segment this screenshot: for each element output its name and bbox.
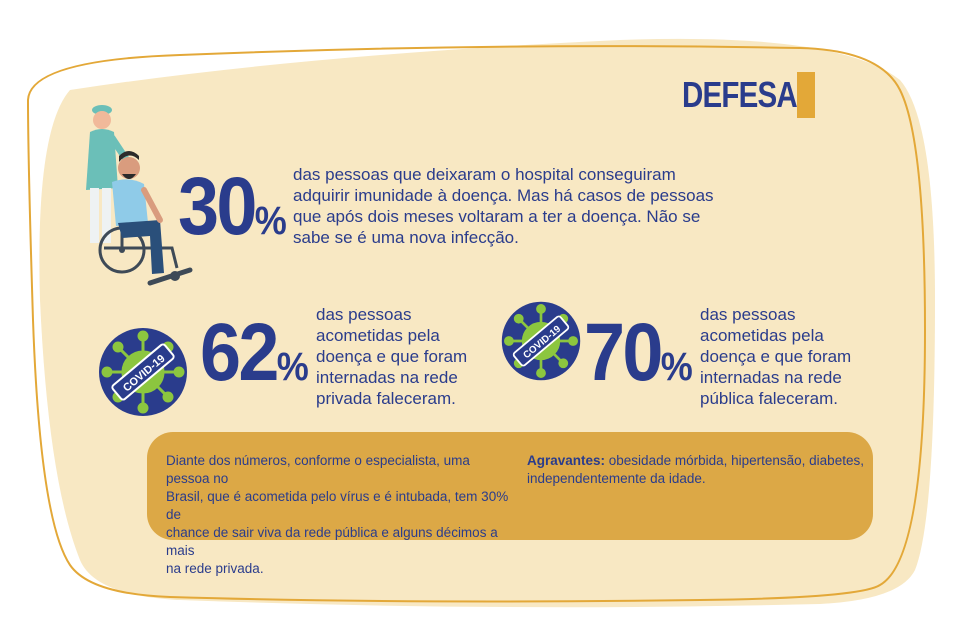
stat-30-value: 30% [178,161,287,252]
stat-30-text: das pessoas que deixaram o hospital cons… [293,165,714,247]
covid-virus-icon: COVID-19 [97,326,189,423]
stat-62-value: 62% [200,307,309,398]
note-box [147,432,873,540]
stat-70-text: das pessoas acometidas pela doença e que… [700,305,852,408]
note-left-text: Diante dos números, conforme o especiali… [166,453,509,576]
title-accent-bar [797,72,815,118]
stat-70-value: 70% [584,307,693,398]
note-right-text: Agravantes: obesidade mórbida, hipertens… [527,453,864,486]
nurse-with-wheelchair-patient-icon [82,98,197,303]
note-right-label: Agravantes: [527,453,606,468]
page-title: DEFESA [682,74,798,115]
covid-virus-icon: COVID-19 [500,300,582,387]
stat-62-text: das pessoas acometidas pela doença e que… [316,305,468,408]
